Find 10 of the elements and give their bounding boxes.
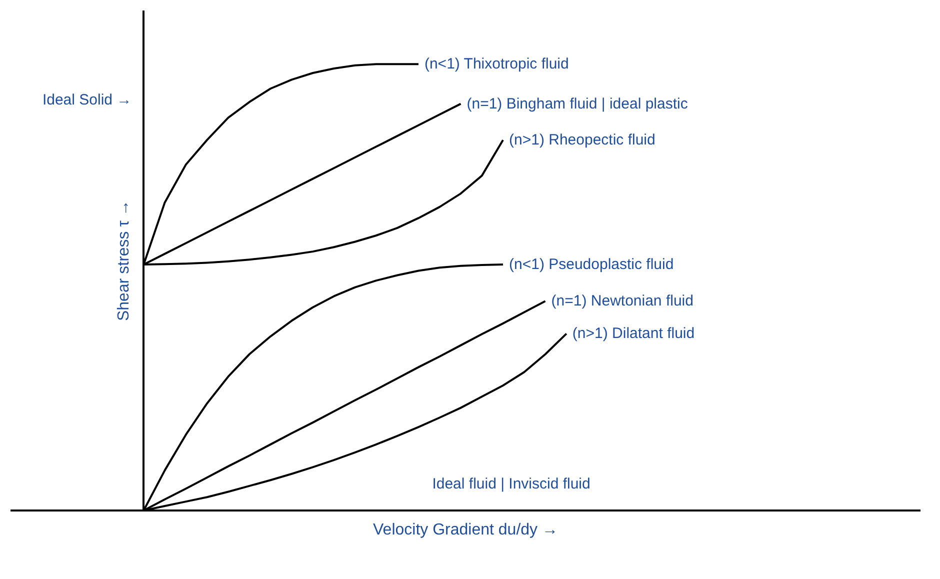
annotation: Ideal fluid | Inviscid fluid xyxy=(432,476,590,493)
series-label: (n<1) Thixotropic fluid xyxy=(424,56,569,73)
y-axis-title: Shear stress τ → xyxy=(116,200,132,322)
x-axis-title: Velocity Gradient du/dy → xyxy=(373,522,558,538)
series-label: (n<1) Pseudoplastic fluid xyxy=(509,256,674,274)
series-label: (n=1) Bingham fluid | ideal plastic xyxy=(466,95,688,112)
text: Ideal Solid → xyxy=(42,92,132,109)
series-label: (n>1) Dilatant fluid xyxy=(572,325,695,342)
series-label: (n>1) Rheopectic fluid xyxy=(509,131,656,148)
series-label: (n=1) Newtonian fluid xyxy=(551,292,694,310)
